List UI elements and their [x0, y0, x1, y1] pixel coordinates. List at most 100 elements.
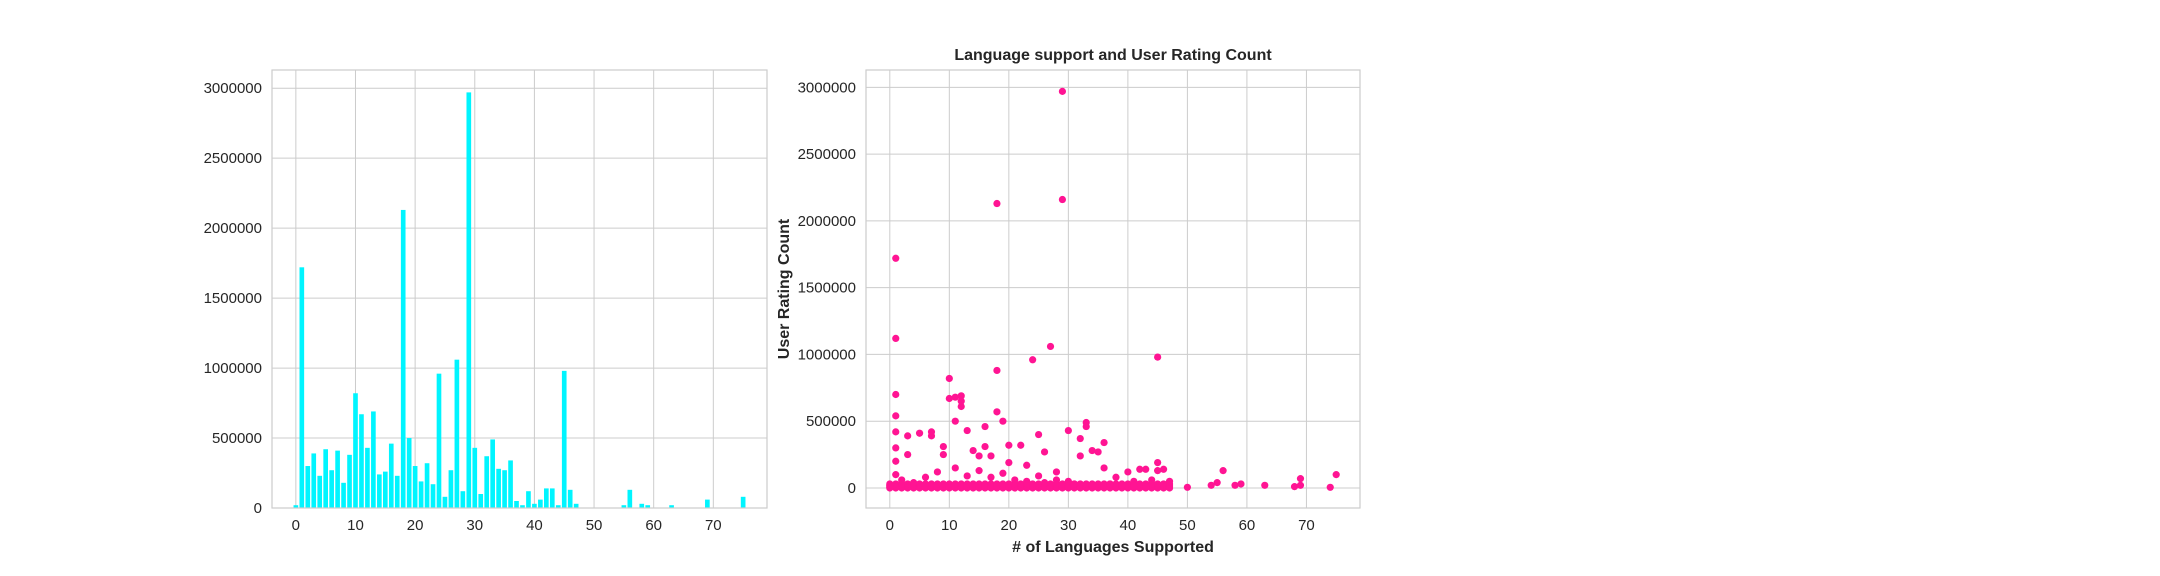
- scatter-point: [892, 254, 900, 262]
- scatter-point: [945, 480, 953, 488]
- bar: [645, 505, 651, 508]
- scatter-point: [1064, 477, 1072, 485]
- scatter-point: [1076, 480, 1084, 488]
- scatter-point: [969, 446, 977, 455]
- bar: [311, 453, 317, 508]
- x-tick-label: 0: [886, 517, 894, 534]
- x-tick-label: 70: [1298, 517, 1315, 534]
- bar-chart-grid: [272, 70, 767, 509]
- scatter-point: [981, 480, 989, 488]
- scatter-chart-grid: [866, 70, 1360, 508]
- scatter-point: [1035, 480, 1043, 488]
- bar: [341, 482, 346, 508]
- scatter-chart-frame: [865, 69, 1361, 509]
- scatter-point: [904, 432, 912, 440]
- scatter-point: [1058, 87, 1067, 95]
- x-tick-label: 60: [645, 517, 662, 534]
- scatter-point: [892, 480, 900, 488]
- scatter-point: [1124, 480, 1132, 488]
- scatter-point: [1100, 438, 1108, 447]
- scatter-point: [1005, 458, 1013, 467]
- x-tick-label: 30: [1060, 517, 1077, 534]
- scatter-chart: Language support and User Rating Count 0…: [776, 47, 1361, 556]
- scatter-point: [1332, 471, 1340, 479]
- bar: [359, 414, 364, 508]
- scatter-point: [1159, 465, 1168, 473]
- scatter-point: [1106, 480, 1114, 488]
- x-tick-label: 40: [1120, 517, 1137, 534]
- scatter-point: [921, 480, 930, 488]
- scatter-point: [999, 417, 1007, 425]
- scatter-point: [933, 468, 942, 476]
- bar: [472, 447, 478, 508]
- bar: [573, 503, 579, 508]
- scatter-point: [963, 472, 971, 480]
- scatter-point: [1005, 441, 1013, 449]
- bar: [520, 505, 525, 508]
- x-tick-label: 10: [347, 517, 364, 534]
- bar: [430, 484, 436, 508]
- scatter-point: [1040, 479, 1049, 487]
- scatter-point: [1017, 441, 1025, 449]
- x-tick-label: 20: [407, 517, 424, 534]
- scatter-point: [1207, 481, 1215, 489]
- scatter-point: [1094, 480, 1102, 488]
- scatter-point: [886, 483, 894, 491]
- scatter-point: [957, 392, 965, 400]
- scatter-point: [1046, 480, 1055, 488]
- scatter-point: [957, 397, 965, 405]
- scatter-point: [1290, 483, 1299, 491]
- bar-chart-x-ticks: 0 10 20 30 40 50 60 70: [292, 517, 722, 534]
- scatter-point: [1064, 426, 1072, 435]
- scatter-point: [951, 393, 959, 401]
- y-tick-label: 2500000: [204, 150, 262, 167]
- x-tick-label: 50: [586, 517, 603, 534]
- x-tick-label: 70: [705, 517, 722, 534]
- scatter-point: [1023, 461, 1031, 469]
- scatter-point: [1076, 434, 1084, 443]
- scatter-point: [1183, 483, 1191, 491]
- bar: [377, 474, 382, 508]
- bar: [532, 503, 537, 508]
- bar: [508, 460, 513, 508]
- scatter-point: [1082, 422, 1090, 431]
- scatter-point: [1035, 472, 1043, 480]
- scatter-point: [1005, 480, 1013, 488]
- bar: [365, 447, 370, 508]
- scatter-point: [1124, 468, 1132, 476]
- scatter-point: [1296, 475, 1305, 483]
- scatter-point: [1326, 483, 1334, 491]
- scatter-point: [904, 480, 912, 488]
- scatter-point: [1136, 465, 1144, 473]
- bar: [323, 449, 329, 508]
- scatter-point: [892, 444, 900, 452]
- scatter-chart-y-ticks: 0 500000 1000000 1500000 2000000 2500000 30000…: [798, 79, 856, 497]
- scatter-point: [975, 467, 983, 475]
- bar: [544, 488, 549, 508]
- bar-chart-bars: [293, 92, 746, 509]
- bar: [627, 489, 633, 508]
- x-axis-title: # of Languages Supported: [1012, 539, 1214, 556]
- scatter-point: [1082, 480, 1090, 488]
- scatter-point: [898, 476, 906, 484]
- bar: [555, 505, 561, 508]
- y-tick-label: 3000000: [204, 80, 262, 97]
- bar: [335, 450, 340, 508]
- scatter-point: [987, 452, 995, 460]
- y-axis-title: User Rating Count: [776, 218, 793, 359]
- scatter-point: [1213, 479, 1221, 487]
- bar: [621, 505, 627, 508]
- scatter-point: [1136, 480, 1144, 488]
- bar: [514, 501, 519, 508]
- scatter-point: [1052, 468, 1061, 476]
- scatter-point: [999, 469, 1007, 477]
- scatter-point: [963, 426, 971, 435]
- bar: [484, 456, 490, 508]
- scatter-point: [951, 464, 959, 472]
- bar: [412, 466, 418, 508]
- scatter-point: [892, 428, 900, 436]
- scatter-point: [1100, 480, 1108, 488]
- scatter-point: [892, 412, 900, 420]
- scatter-point: [975, 452, 983, 460]
- x-tick-label: 10: [941, 517, 958, 534]
